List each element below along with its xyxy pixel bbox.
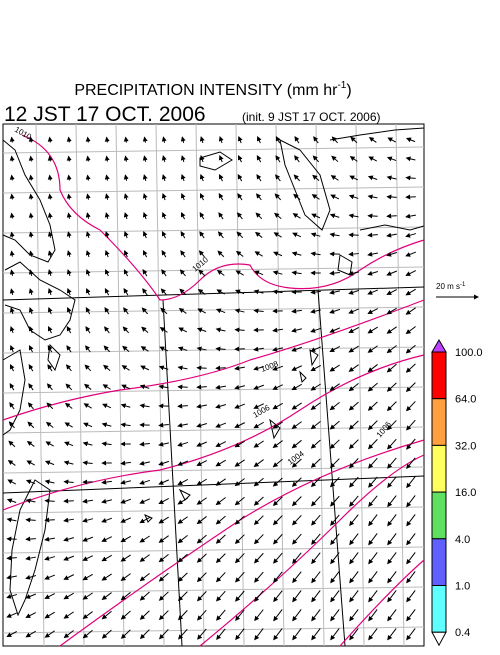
wind-arrow	[26, 520, 35, 521]
valid-time: 12 JST 17 OCT. 2006	[4, 103, 206, 126]
wind-arrow	[387, 197, 396, 198]
colorbar-band	[432, 586, 446, 633]
colorbar-band	[432, 539, 446, 586]
vector-legend-label: 20 m s-1	[436, 282, 466, 291]
colorbar-over	[432, 340, 446, 352]
colorbar-band	[432, 445, 446, 492]
colorbar-label: 64.0	[455, 394, 476, 406]
colorbar-label: 0.4	[455, 627, 470, 639]
colorbar-label: 32.0	[455, 440, 476, 452]
colorbar-label: 100.0	[455, 347, 483, 359]
wind-arrow	[197, 387, 207, 388]
colorbar-label: 16.0	[455, 487, 476, 499]
colorbar-under	[432, 632, 446, 645]
colorbar-label: 1.0	[455, 581, 470, 593]
wind-arrow	[197, 368, 206, 369]
colorbar-label: 4.0	[455, 534, 470, 546]
wind-arrow	[45, 520, 55, 521]
colorbar-band	[432, 352, 446, 399]
colorbar: 100.0 64.0 32.0 16.0 4.0 1.0 0.4	[432, 340, 483, 645]
colorbar-band	[432, 492, 446, 539]
init-time: (init. 9 JST 17 OCT. 2006)	[242, 110, 381, 124]
wind-arrow	[368, 216, 377, 217]
title: PRECIPITATION INTENSITY (mm hr-1)	[74, 80, 351, 99]
colorbar-band	[432, 399, 446, 446]
wind-arrow	[387, 216, 397, 217]
wind-arrow	[26, 539, 36, 540]
wind-arrow	[216, 368, 226, 369]
